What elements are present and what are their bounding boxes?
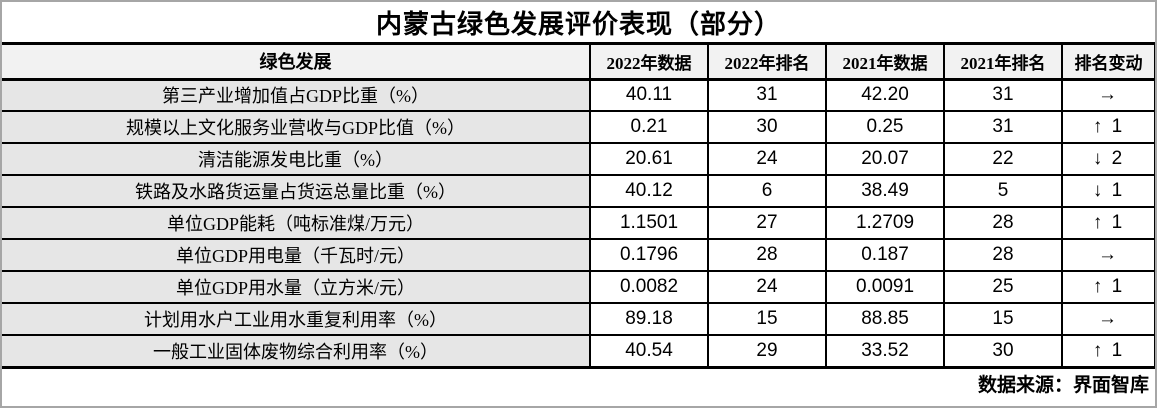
value-2022: 0.0082	[589, 270, 708, 303]
rank-2022: 15	[707, 302, 826, 335]
value-2022: 40.12	[589, 174, 708, 207]
col-header-category: 绿色发展	[2, 45, 590, 81]
rank-2021: 30	[943, 334, 1062, 369]
table-row: 第三产业增加值占GDP比重（%） 40.11 31 42.20 31 →	[2, 79, 1155, 111]
table-row: 计划用水户工业用水重复利用率（%） 89.18 15 88.85 15 →	[2, 302, 1155, 335]
col-header-2022-rank: 2022年排名	[707, 45, 826, 81]
value-2021: 33.52	[825, 334, 944, 369]
value-2021: 0.187	[825, 238, 944, 271]
rank-change: ↑ 1	[1061, 270, 1155, 303]
rank-change: ↓ 2	[1061, 142, 1155, 175]
rank-2021: 28	[943, 238, 1062, 271]
rank-2022: 24	[707, 270, 826, 303]
rank-2021: 5	[943, 174, 1062, 207]
col-header-rank-change: 排名变动	[1061, 45, 1155, 81]
rank-2022: 29	[707, 334, 826, 369]
rank-2022: 31	[707, 79, 826, 111]
table-row: 单位GDP用水量（立方米/元） 0.0082 24 0.0091 25 ↑ 1	[2, 270, 1155, 303]
table-row: 单位GDP能耗（吨标准煤/万元） 1.1501 27 1.2709 28 ↑ 1	[2, 206, 1155, 239]
value-2022: 0.21	[589, 110, 708, 143]
rank-2021: 31	[943, 110, 1062, 143]
metric-name: 一般工业固体废物综合利用率（%）	[2, 334, 590, 369]
value-2021: 1.2709	[825, 206, 944, 239]
table-row: 一般工业固体废物综合利用率（%） 40.54 29 33.52 30 ↑ 1	[2, 334, 1155, 369]
col-header-2021-rank: 2021年排名	[943, 45, 1062, 81]
metric-name: 第三产业增加值占GDP比重（%）	[2, 79, 590, 111]
rank-2021: 22	[943, 142, 1062, 175]
rank-2022: 24	[707, 142, 826, 175]
metric-name: 规模以上文化服务业营收与GDP比值（%）	[2, 110, 590, 143]
rank-2022: 30	[707, 110, 826, 143]
table-row: 清洁能源发电比重（%） 20.61 24 20.07 22 ↓ 2	[2, 142, 1155, 175]
rank-2022: 6	[707, 174, 826, 207]
metric-name: 单位GDP用电量（千瓦时/元）	[2, 238, 590, 271]
table-row: 单位GDP用电量（千瓦时/元） 0.1796 28 0.187 28 →	[2, 238, 1155, 271]
value-2022: 1.1501	[589, 206, 708, 239]
value-2022: 40.54	[589, 334, 708, 369]
rank-2021: 25	[943, 270, 1062, 303]
value-2022: 0.1796	[589, 238, 708, 271]
value-2021: 88.85	[825, 302, 944, 335]
metric-name: 单位GDP用水量（立方米/元）	[2, 270, 590, 303]
col-header-2022-data: 2022年数据	[589, 45, 708, 81]
value-2022: 20.61	[589, 142, 708, 175]
metric-name: 计划用水户工业用水重复利用率（%）	[2, 302, 590, 335]
data-source-note: 数据来源：界面智库	[2, 368, 1155, 398]
value-2021: 38.49	[825, 174, 944, 207]
value-2021: 0.0091	[825, 270, 944, 303]
rank-change: →	[1061, 238, 1155, 271]
page-title: 内蒙古绿色发展评价表现（部分）	[2, 2, 1155, 45]
value-2021: 42.20	[825, 79, 944, 111]
value-2021: 0.25	[825, 110, 944, 143]
rank-change: ↑ 1	[1061, 206, 1155, 239]
col-header-2021-data: 2021年数据	[825, 45, 944, 81]
value-2021: 20.07	[825, 142, 944, 175]
value-2022: 89.18	[589, 302, 708, 335]
rank-2022: 27	[707, 206, 826, 239]
metric-name: 单位GDP能耗（吨标准煤/万元）	[2, 206, 590, 239]
rank-change: ↓ 1	[1061, 174, 1155, 207]
rank-change: →	[1061, 302, 1155, 335]
rank-2021: 15	[943, 302, 1062, 335]
rank-change: ↑ 1	[1061, 334, 1155, 369]
metric-name: 清洁能源发电比重（%）	[2, 142, 590, 175]
rank-change: ↑ 1	[1061, 110, 1155, 143]
green-development-table: 绿色发展 2022年数据 2022年排名 2021年数据 2021年排名 排名变…	[2, 45, 1155, 369]
rank-2021: 28	[943, 206, 1062, 239]
rank-2021: 31	[943, 79, 1062, 111]
metric-name: 铁路及水路货运量占货运总量比重（%）	[2, 174, 590, 207]
data-source-text: 数据来源：界面智库	[977, 374, 1149, 396]
rank-2022: 28	[707, 238, 826, 271]
rank-change: →	[1061, 79, 1155, 111]
table-row: 规模以上文化服务业营收与GDP比值（%） 0.21 30 0.25 31 ↑ 1	[2, 110, 1155, 143]
table-header-row: 绿色发展 2022年数据 2022年排名 2021年数据 2021年排名 排名变…	[2, 45, 1155, 81]
table-row: 铁路及水路货运量占货运总量比重（%） 40.12 6 38.49 5 ↓ 1	[2, 174, 1155, 207]
value-2022: 40.11	[589, 79, 708, 111]
